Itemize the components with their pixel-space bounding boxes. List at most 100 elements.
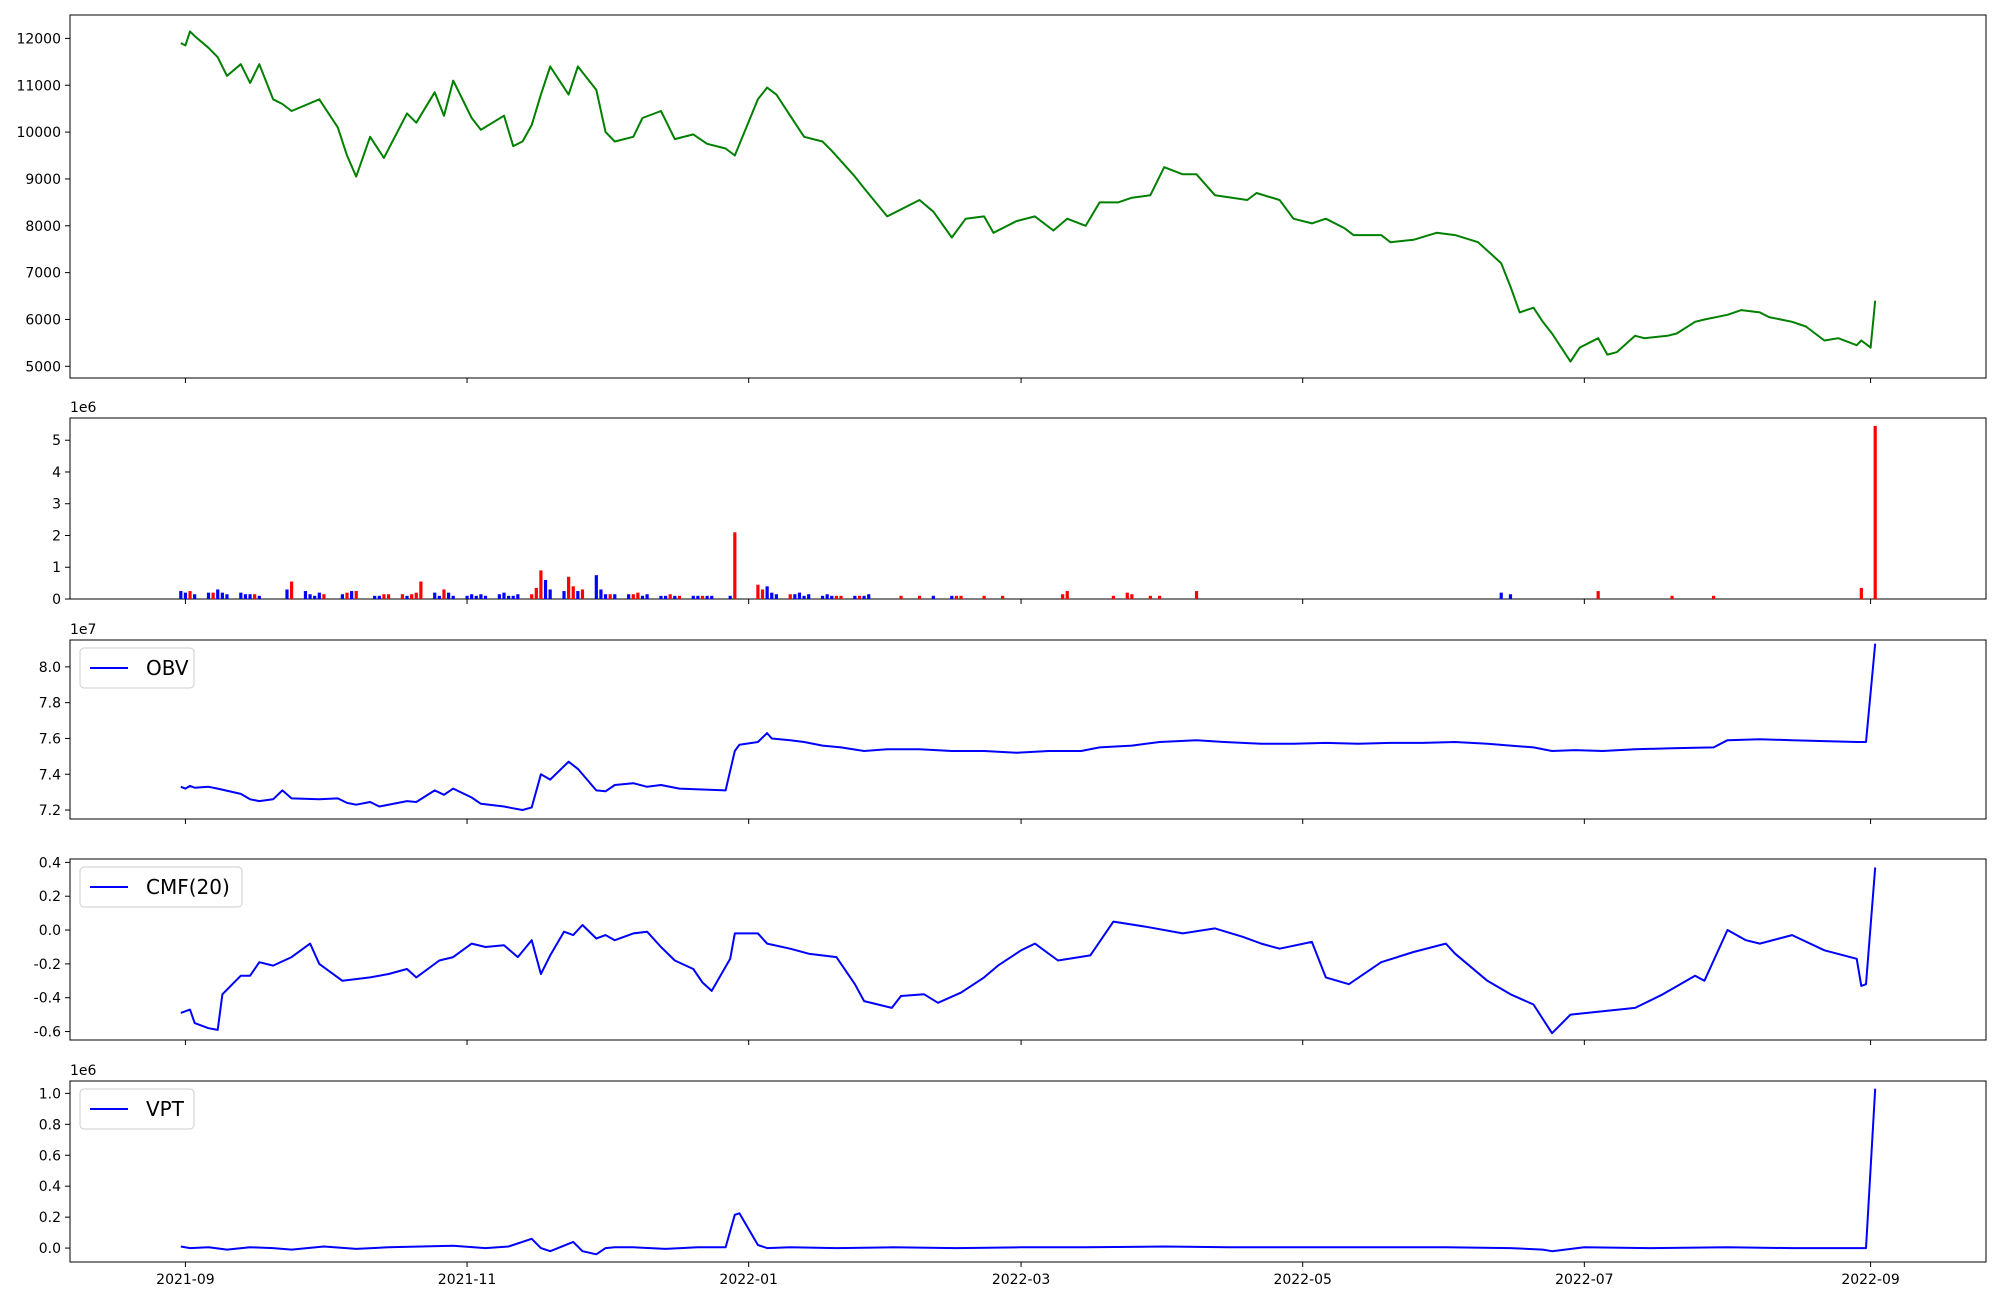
obv-y-tick-label: 8.0 [39,660,61,676]
obv-data-point [660,784,661,785]
obv-data-point [1325,742,1326,743]
obv-data-point [250,799,251,800]
volume-bar-up [1596,591,1600,599]
cmf-data-point [864,1001,865,1002]
cmf-data-point [370,977,371,978]
price-data-point [346,155,347,156]
volume-bar-up [756,584,760,599]
obv-data-point [259,801,260,802]
volume-bar-down [705,595,709,599]
price-data-point [1214,195,1215,196]
cmf-data-point [273,965,274,966]
volume-bar-down [206,592,211,599]
volume-bar-down [830,595,834,599]
price-data-point [406,113,407,114]
cmf-data-point [1861,985,1862,986]
vpt-offset-text: 1e6 [70,1063,97,1079]
volume-bar-down [673,595,677,599]
price-data-point [434,92,435,93]
vpt-data-point [605,1248,606,1249]
price-data-point [1635,335,1636,336]
price-data-point [633,136,634,137]
price-data-point [1150,195,1151,196]
cmf-data-point [1182,933,1183,934]
cmf-data-point [1727,929,1728,930]
cmf-data-point [1242,936,1243,937]
obv-y-tick-label: 7.2 [39,803,61,819]
panel-obv: 7.2 7.4 7.6 7.8 8.0 1e7 OBV [39,622,1987,824]
cmf-data-point [1745,940,1746,941]
volume-bar-down [1499,592,1503,599]
cmf-data-point [259,962,260,963]
price-data-point [240,64,241,65]
price-data-point [965,218,966,219]
price-data-point [984,216,985,217]
obv-data-point [1358,743,1359,744]
volume-bar-up [1111,595,1116,599]
obv-data-point [605,791,606,792]
volume-bar-up [677,595,682,599]
cmf-data-point [1113,921,1114,922]
obv-data-point [282,790,283,791]
volume-bar-down [183,592,188,599]
obv-data-point [453,788,454,789]
volume-bar-up [1859,587,1863,599]
cmf-data-point [388,973,389,974]
price-data-point [194,36,195,37]
cmf-data-point [1570,1014,1571,1015]
obv-data-point [679,788,680,789]
price-data-point [933,211,934,212]
vpt-data-point [582,1251,583,1252]
cmf-data-point [1856,958,1857,959]
volume-bar-down [793,594,797,599]
volume-bar-down [691,595,695,599]
vpt-data-point [1307,1247,1308,1248]
cmf-y-tick-label: -0.6 [34,1025,61,1041]
obv-data-point [1224,741,1225,742]
cmf-data-point [550,955,551,956]
cmf-y-tick-label: -0.4 [34,991,61,1007]
vpt-data-point [596,1254,597,1255]
price-data-point [1861,340,1862,341]
volume-bar-down [627,594,631,599]
volume-bar-down [867,594,871,599]
price-data-point [185,45,186,46]
vpt-data-point [420,1246,421,1247]
vpt-data-point [1085,1247,1086,1248]
obv-data-point [1792,740,1793,741]
obv-data-point [356,804,357,805]
volume-bar-down [599,589,603,599]
cmf-data-point [633,933,634,934]
volume-bar-down [257,595,261,599]
obv-series-line [180,643,1877,811]
volume-bar-up [567,576,571,599]
volume-bar-up [188,591,192,599]
volume-bar-down [451,595,455,599]
price-data-point [1311,223,1312,224]
cmf-legend-box [79,866,243,908]
cmf-data-point [1261,943,1262,944]
vpt-data-point [226,1249,227,1250]
vpt-legend-label: VPT [146,1097,185,1121]
volume-bar-down [243,594,248,599]
vpt-data-point [1542,1249,1543,1250]
volume-bar-down [248,594,252,599]
obv-data-point [822,745,823,746]
obv-data-point [513,808,514,809]
obv-data-point [291,798,292,799]
obv-data-point [633,783,634,784]
price-data-point [1759,312,1760,313]
cmf-data-point [674,960,675,961]
panel-vpt: 0.0 0.2 0.4 0.6 0.8 1.0 1e6 2021-09 2021-11 2022-… [39,1063,1987,1288]
volume-bar-down [225,594,229,599]
volume-bar-up [857,595,862,599]
price-data-point [1293,218,1294,219]
cmf-data-point [180,1012,181,1013]
obv-data-point [434,790,435,791]
price-axes-frame [69,14,1987,379]
price-data-point [1131,197,1132,198]
vpt-data-point [323,1246,324,1247]
volume-bar-up [954,595,959,599]
obv-data-point [1455,741,1456,742]
vpt-data-point [1792,1248,1793,1249]
